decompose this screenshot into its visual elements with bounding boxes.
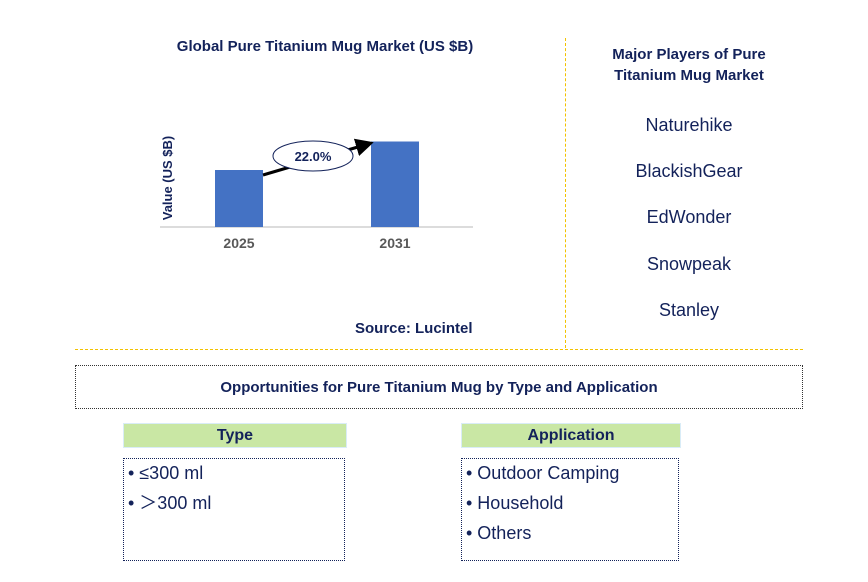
player-item: BlackishGear [635,161,743,181]
type-list: • ≤300 ml • ＞300 ml [123,458,345,561]
player-item: EdWonder [646,207,732,227]
opportunities-title: Opportunities for Pure Titanium Mug by T… [75,365,803,409]
type-header: Type [123,423,347,448]
chart-title: Global Pure Titanium Mug Market (US $B) [176,38,474,55]
players-title: Major Players of Pure Titanium Mug Marke… [580,44,798,86]
application-list: • Outdoor Camping • Household • Others [461,458,679,561]
x-tick-2031: 2031 [379,235,410,251]
player-item: Stanley [658,300,720,320]
y-axis-label: Value (US $B) [160,136,175,221]
application-item: • Others [466,523,532,543]
players-title-line1: Major Players of Pure [612,46,766,63]
x-tick-2025: 2025 [223,235,254,251]
vertical-divider [565,38,566,348]
horizontal-divider [75,349,803,350]
bar-2031 [371,141,419,227]
bar-chart: 22.0% 2025 2031 Value (US $B) [160,136,473,251]
type-item: • ≤300 ml [128,463,204,483]
application-item: • Household [466,493,564,513]
application-header: Application [461,423,681,448]
player-item: Naturehike [645,115,733,135]
players-title-line2: Titanium Mug Market [614,67,764,84]
cagr-ellipse [272,140,354,172]
application-item: • Outdoor Camping [466,463,620,483]
type-item: • ＞300 ml [128,493,212,513]
source-label: Source: Lucintel [355,320,473,337]
cagr-label: 22.0% [295,149,332,164]
player-item: Snowpeak [646,254,732,274]
bar-2025 [215,170,263,227]
